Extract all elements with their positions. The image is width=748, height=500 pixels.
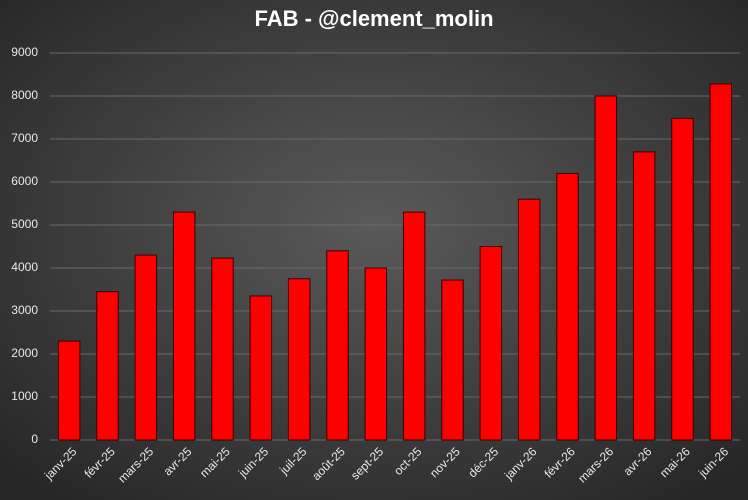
bar bbox=[172, 211, 196, 441]
bar bbox=[134, 254, 158, 441]
bar bbox=[709, 83, 733, 441]
bar bbox=[364, 267, 388, 441]
bar bbox=[211, 257, 234, 441]
bar bbox=[517, 198, 541, 441]
y-tick-label: 6000 bbox=[11, 174, 38, 188]
bar bbox=[326, 250, 349, 441]
bar bbox=[556, 172, 579, 441]
y-tick-label: 1000 bbox=[11, 389, 38, 403]
bar bbox=[632, 151, 656, 441]
y-tick-label: 9000 bbox=[11, 45, 38, 59]
y-tick-label: 5000 bbox=[11, 217, 38, 231]
y-tick-label: 3000 bbox=[11, 303, 38, 317]
chart-title: FAB - @clement_molin bbox=[254, 6, 493, 31]
y-tick-label: 8000 bbox=[11, 88, 38, 102]
bar bbox=[249, 295, 273, 441]
bar bbox=[671, 117, 694, 441]
bar bbox=[96, 291, 119, 441]
bar bbox=[287, 278, 311, 441]
y-tick-label: 4000 bbox=[11, 260, 38, 274]
bar bbox=[594, 95, 618, 441]
bar bbox=[402, 211, 426, 441]
bar bbox=[57, 340, 81, 441]
y-tick-label: 2000 bbox=[11, 346, 38, 360]
bar bbox=[479, 246, 503, 441]
y-tick-label: 7000 bbox=[11, 131, 38, 145]
y-tick-label: 0 bbox=[31, 432, 38, 446]
bar bbox=[441, 279, 464, 441]
